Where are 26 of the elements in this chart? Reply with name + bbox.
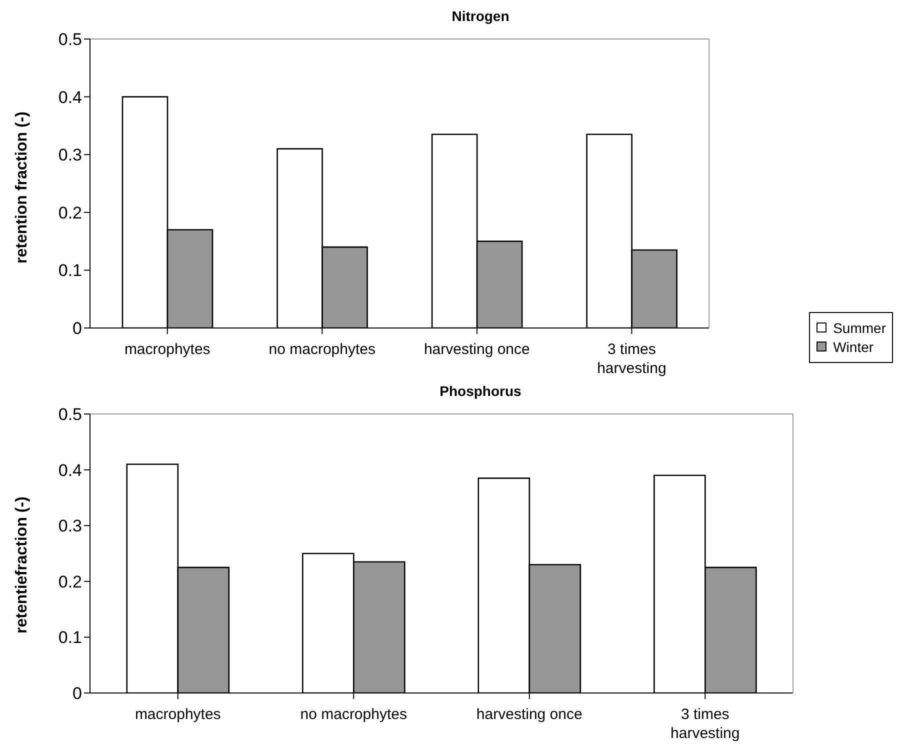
y-axis-title: retentiefraction (-) [14,496,31,634]
y-tick-label: 0.5 [58,30,82,50]
chart-title: Nitrogen [450,8,510,26]
x-tick-label: macrophytes [124,341,210,358]
y-tick-label: 0.4 [58,460,82,480]
y-tick-label: 0.3 [58,146,82,165]
y-tick-label: 0.2 [58,572,82,592]
x-tick-label: harvesting once [476,706,582,723]
y-tick-label: 0.1 [58,628,82,648]
x-tick-label: no macrophytes [268,341,376,358]
y-tick-label: 0.5 [58,405,82,424]
chart-title: Phosphorus [438,383,522,401]
y-axis-title: retention fraction (-) [14,112,31,264]
x-tick-label: 3 times harvesting [597,341,666,377]
x-tick-label: no macrophytes [300,706,407,723]
x-tick-label: harvesting once [424,341,530,358]
y-tick-label: 0 [72,319,82,338]
legend-label: Winter [833,339,874,355]
y-tick-label: 0.3 [58,516,82,536]
legend-label: Summer [833,320,886,336]
y-tick-label: 0 [72,684,82,704]
y-tick-label: 0.2 [58,203,82,222]
x-tick-label: macrophytes [134,706,221,723]
x-tick-label: 3 times harvesting [670,706,740,742]
y-tick-label: 0.4 [58,88,82,107]
y-tick-label: 0.1 [58,261,82,280]
